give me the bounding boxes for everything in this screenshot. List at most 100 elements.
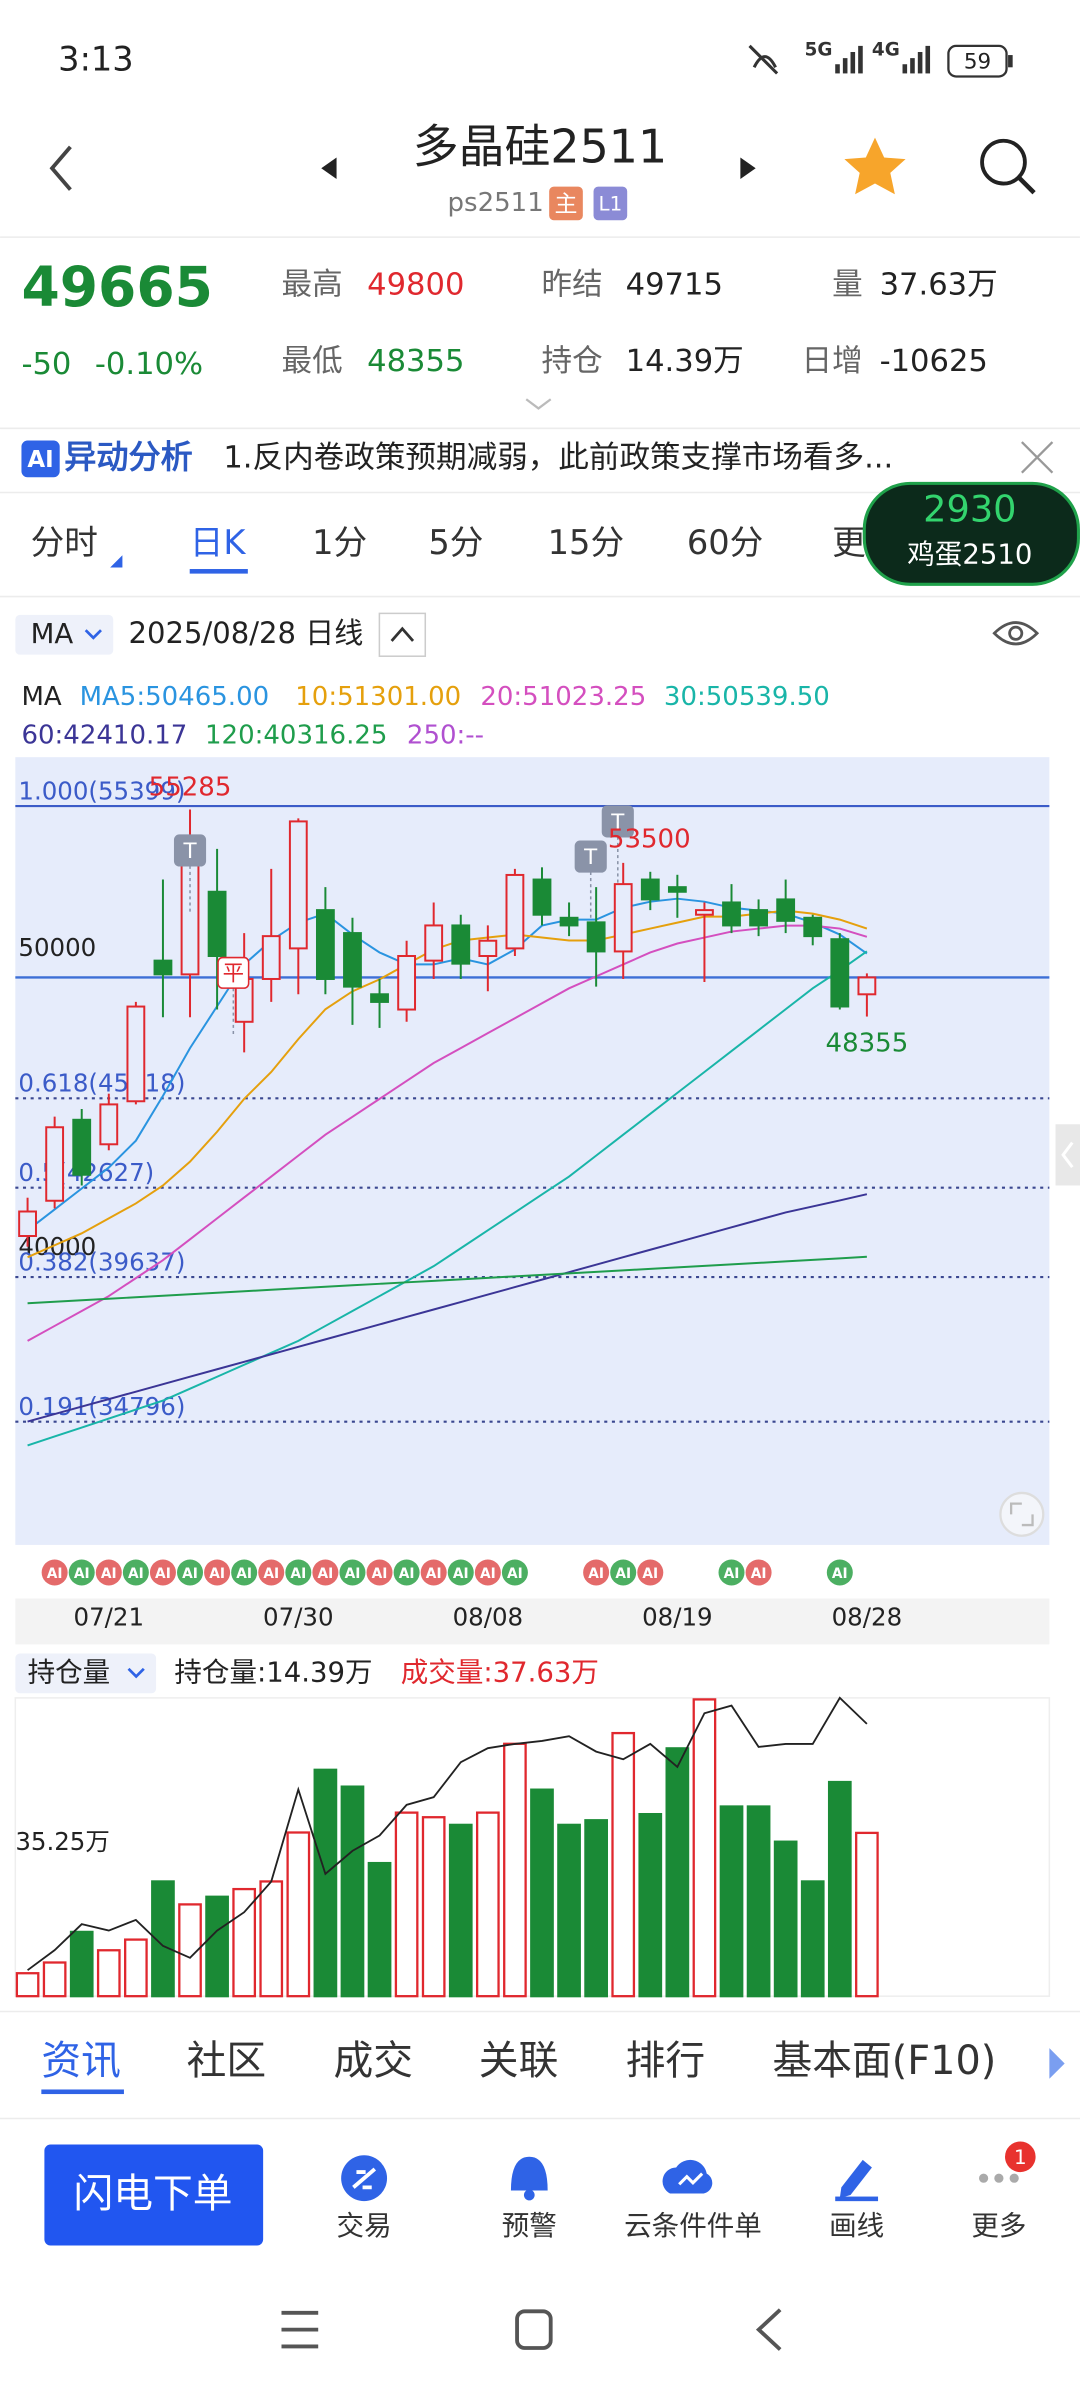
volume-select[interactable] bbox=[15, 1653, 157, 1694]
volume-bar bbox=[286, 1831, 311, 1998]
volume-bar bbox=[611, 1731, 636, 1998]
nav-back[interactable] bbox=[755, 2308, 782, 2351]
ma-line bbox=[27, 1255, 867, 1305]
candle-body bbox=[749, 909, 768, 927]
x-tick-label: 08/28 bbox=[832, 1602, 903, 1631]
indicator-select[interactable] bbox=[15, 614, 114, 655]
last-price: 49665 bbox=[21, 255, 213, 319]
ai-signal bbox=[122, 1559, 149, 1586]
ai-signal bbox=[826, 1559, 853, 1586]
action-label: 更多 bbox=[971, 2210, 1026, 2242]
field-label: 日增 bbox=[802, 344, 863, 379]
volume-bar bbox=[96, 1949, 121, 1998]
oi-legend: 持仓量:14.39万 bbox=[174, 1656, 372, 1688]
ma-line bbox=[27, 1193, 868, 1423]
info-tab[interactable]: 资讯 bbox=[41, 2038, 121, 2084]
field-label: 持仓 bbox=[542, 344, 603, 379]
more-icon[interactable] bbox=[979, 2173, 1019, 2183]
collapse-button[interactable] bbox=[378, 612, 427, 657]
volume-bar bbox=[557, 1823, 581, 1998]
period-tab[interactable]: 1分 bbox=[312, 523, 367, 562]
volume-bar bbox=[665, 1747, 690, 1998]
ai-signal bbox=[447, 1559, 474, 1586]
period-tab[interactable]: 更 bbox=[832, 523, 866, 562]
tabs-more[interactable] bbox=[1049, 2048, 1065, 2079]
tab-underline bbox=[41, 2089, 124, 2095]
info-tab[interactable]: 成交 bbox=[333, 2038, 413, 2084]
candle-body bbox=[288, 820, 308, 950]
period-tab[interactable]: 15分 bbox=[548, 523, 624, 562]
signal-icon bbox=[835, 45, 863, 74]
nav-home[interactable] bbox=[515, 2309, 553, 2350]
ai-signal-label: AI bbox=[507, 1566, 523, 1582]
legend-item: MA5:50465.00 bbox=[80, 682, 270, 712]
favorite-star[interactable] bbox=[844, 137, 906, 195]
ai-signal bbox=[95, 1559, 122, 1586]
period-tab[interactable]: 5分 bbox=[428, 523, 483, 562]
contract-code: ps2511 bbox=[448, 188, 544, 218]
date-labels: 07/21 07/30 08/08 08/19 08/28 bbox=[74, 1602, 903, 1631]
select-arrow bbox=[127, 1667, 145, 1679]
period-tab[interactable]: 日K bbox=[190, 523, 247, 562]
candle-body bbox=[776, 898, 796, 922]
side-handle[interactable] bbox=[1055, 1124, 1080, 1186]
volume-bar bbox=[448, 1823, 473, 1998]
search-button[interactable] bbox=[980, 138, 1027, 186]
signal-icon bbox=[902, 45, 931, 74]
floating-quote[interactable] bbox=[862, 481, 1080, 586]
info-tab[interactable]: 社区 bbox=[187, 2038, 267, 2084]
date-axis bbox=[15, 1598, 1050, 1645]
y-tick-label: 0.382(39637) bbox=[18, 1247, 185, 1276]
candle-body bbox=[505, 873, 525, 950]
candle-body bbox=[207, 890, 227, 957]
info-tab[interactable]: 基本面(F10) bbox=[773, 2038, 997, 2084]
field-value: 49715 bbox=[626, 268, 723, 303]
candle-body bbox=[424, 924, 444, 962]
news-text[interactable]: 1.反内卷政策预期减弱，此前政策支撑市场看多... bbox=[223, 440, 893, 475]
volume-bar bbox=[530, 1788, 554, 1998]
quick-order-button[interactable] bbox=[44, 2144, 264, 2246]
volume-bar bbox=[178, 1903, 202, 1998]
main-tag: 主 bbox=[555, 191, 578, 217]
ai-signal bbox=[177, 1559, 204, 1586]
open-interest-line bbox=[27, 1696, 868, 1971]
period-tab[interactable]: 分时 bbox=[31, 523, 98, 562]
legend-item: 20:51023.25 bbox=[480, 682, 646, 712]
alert-icon[interactable] bbox=[510, 2156, 548, 2191]
visibility-toggle[interactable] bbox=[992, 621, 1040, 646]
volume-bar bbox=[719, 1805, 744, 1998]
close-news[interactable] bbox=[1021, 441, 1054, 474]
info-tab[interactable]: 排行 bbox=[626, 2038, 706, 2084]
tag-bg bbox=[593, 186, 628, 221]
indicator-label: MA bbox=[31, 618, 74, 650]
expand-quote[interactable] bbox=[525, 398, 552, 410]
field-value: 14.39万 bbox=[626, 344, 744, 379]
period-tab[interactable]: 60分 bbox=[687, 523, 763, 562]
next-contract[interactable] bbox=[740, 157, 756, 179]
collapse-arrow bbox=[390, 626, 415, 642]
signal-marker: T bbox=[610, 810, 625, 835]
ai-signal bbox=[149, 1559, 176, 1586]
field-value: 37.63万 bbox=[880, 268, 998, 303]
ai-signal bbox=[258, 1559, 285, 1586]
action-label: 云条件件单 bbox=[624, 2210, 762, 2242]
ai-signal bbox=[745, 1559, 772, 1586]
back-button[interactable] bbox=[49, 145, 72, 191]
field-value: 48355 bbox=[367, 344, 464, 379]
fullscreen-button[interactable] bbox=[999, 1491, 1045, 1537]
field-label: 量 bbox=[832, 268, 863, 303]
ai-signal bbox=[312, 1559, 339, 1586]
draw-icon[interactable] bbox=[839, 2159, 872, 2199]
nav-menu[interactable] bbox=[281, 2310, 319, 2349]
x-tick-label: 08/19 bbox=[642, 1602, 713, 1631]
volume-bar bbox=[584, 1819, 608, 1998]
ai-signal bbox=[339, 1559, 366, 1586]
info-tab[interactable]: 关联 bbox=[479, 2038, 559, 2084]
y-tick-label: 0.618(45618) bbox=[18, 1069, 185, 1098]
prev-contract[interactable] bbox=[321, 157, 337, 179]
volume-bar bbox=[855, 1831, 879, 1998]
legend-title: MA bbox=[21, 682, 61, 712]
price-change-pct: -0.10% bbox=[95, 347, 203, 382]
battery bbox=[947, 44, 1008, 78]
